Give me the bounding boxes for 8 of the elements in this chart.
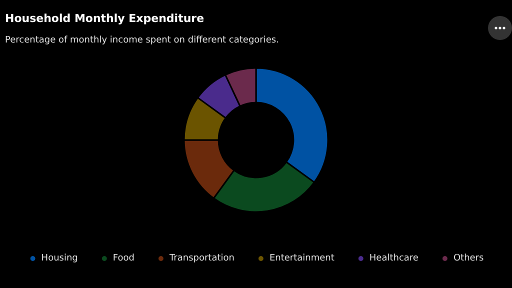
legend-label: Food [112, 254, 134, 264]
legend-label: Others [453, 254, 484, 264]
chart-subtitle: Percentage of monthly income spent on different categories. [5, 36, 279, 46]
chart-title: Household Monthly Expenditure [5, 12, 204, 25]
legend-label: Transportation [168, 254, 234, 264]
legend-label: Healthcare [369, 254, 419, 264]
legend-label: Housing [41, 254, 78, 264]
legend-label: Entertainment [269, 254, 335, 264]
